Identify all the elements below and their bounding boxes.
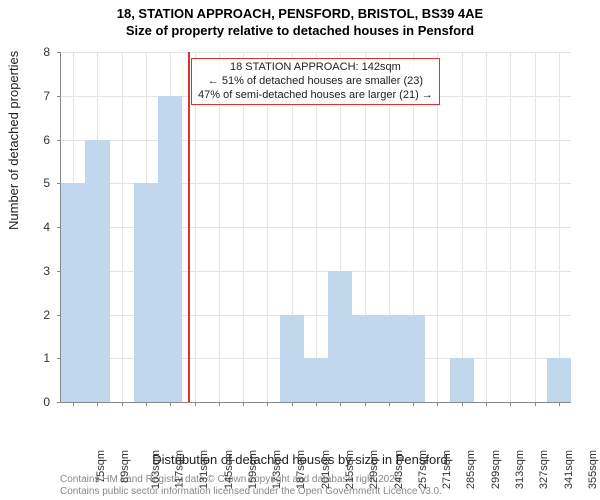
annotation-line1: 18 STATION APPROACH: 142sqm: [198, 61, 433, 75]
annotation-line3: 47% of semi-detached houses are larger (…: [198, 89, 433, 103]
xtick-label: 257sqm: [417, 450, 429, 489]
histogram-bar: [377, 315, 401, 403]
xtick-mark: [195, 402, 196, 406]
xtick-mark: [462, 402, 463, 406]
xtick-mark: [510, 402, 511, 406]
xtick-mark: [365, 402, 366, 406]
ytick-label: 4: [0, 220, 50, 234]
gridline-v: [535, 52, 536, 402]
ytick-label: 1: [0, 351, 50, 365]
ytick-label: 5: [0, 176, 50, 190]
histogram-bar: [134, 183, 158, 402]
ytick-label: 6: [0, 133, 50, 147]
xtick-label: 75sqm: [95, 450, 107, 483]
xtick-label: 215sqm: [344, 450, 356, 489]
xtick-label: 159sqm: [247, 450, 259, 489]
xtick-mark: [486, 402, 487, 406]
xtick-label: 131sqm: [198, 450, 210, 489]
histogram-bar: [304, 358, 328, 402]
histogram-bar: [280, 315, 304, 403]
histogram-bar: [158, 96, 182, 402]
gridline-v: [510, 52, 511, 402]
xtick-label: 299sqm: [490, 450, 502, 489]
ytick-mark: [57, 96, 61, 97]
xtick-label: 327sqm: [538, 450, 550, 489]
xtick-mark: [316, 402, 317, 406]
xtick-label: 201sqm: [320, 450, 332, 489]
chart-container: 18, STATION APPROACH, PENSFORD, BRISTOL,…: [0, 0, 600, 500]
xtick-mark: [413, 402, 414, 406]
gridline-v: [122, 52, 123, 402]
xtick-mark: [340, 402, 341, 406]
xtick-mark: [292, 402, 293, 406]
xtick-label: 229sqm: [368, 450, 380, 489]
xtick-mark: [219, 402, 220, 406]
ytick-label: 7: [0, 89, 50, 103]
title-line1: 18, STATION APPROACH, PENSFORD, BRISTOL,…: [0, 0, 600, 21]
xtick-label: 103sqm: [150, 450, 162, 489]
ytick-mark: [57, 140, 61, 141]
histogram-bar: [401, 315, 425, 403]
xtick-mark: [559, 402, 560, 406]
xtick-mark: [122, 402, 123, 406]
histogram-bar: [85, 140, 109, 403]
ytick-mark: [57, 402, 61, 403]
gridline-v: [559, 52, 560, 402]
ytick-label: 0: [0, 395, 50, 409]
xtick-mark: [97, 402, 98, 406]
xtick-label: 187sqm: [296, 450, 308, 489]
ytick-label: 2: [0, 308, 50, 322]
xtick-label: 341sqm: [563, 450, 575, 489]
xtick-label: 243sqm: [393, 450, 405, 489]
ytick-mark: [57, 52, 61, 53]
gridline-v: [462, 52, 463, 402]
xtick-mark: [170, 402, 171, 406]
xtick-label: 271sqm: [441, 450, 453, 489]
histogram-bar: [352, 315, 376, 403]
ytick-label: 8: [0, 45, 50, 59]
histogram-bar: [450, 358, 474, 402]
xtick-mark: [535, 402, 536, 406]
histogram-bar: [61, 183, 85, 402]
annotation-box: 18 STATION APPROACH: 142sqm ← 51% of det…: [191, 58, 440, 105]
xtick-label: 173sqm: [271, 450, 283, 489]
gridline-v: [486, 52, 487, 402]
annotation-line2: ← 51% of detached houses are smaller (23…: [198, 75, 433, 89]
xtick-label: 355sqm: [587, 450, 599, 489]
xtick-label: 89sqm: [119, 450, 131, 483]
histogram-bar: [328, 271, 352, 402]
xtick-label: 285sqm: [466, 450, 478, 489]
title-line2: Size of property relative to detached ho…: [0, 21, 600, 38]
histogram-bar: [547, 358, 571, 402]
xtick-mark: [267, 402, 268, 406]
plot-area: 18 STATION APPROACH: 142sqm ← 51% of det…: [60, 52, 571, 403]
xtick-mark: [146, 402, 147, 406]
ytick-label: 3: [0, 264, 50, 278]
xtick-mark: [389, 402, 390, 406]
xtick-mark: [73, 402, 74, 406]
xtick-mark: [243, 402, 244, 406]
xtick-label: 313sqm: [514, 450, 526, 489]
xtick-label: 117sqm: [173, 450, 185, 488]
xtick-mark: [437, 402, 438, 406]
xtick-label: 145sqm: [223, 450, 235, 489]
